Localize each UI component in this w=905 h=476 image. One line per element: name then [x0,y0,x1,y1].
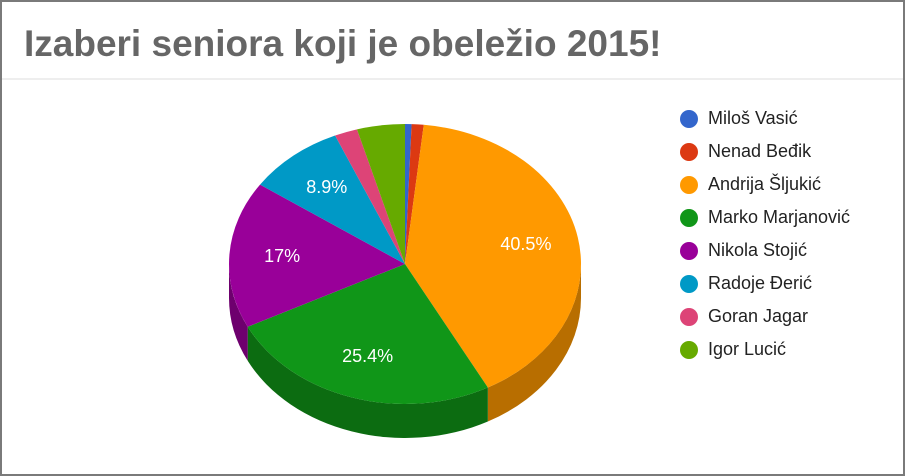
legend-swatch [680,209,698,227]
legend-swatch [680,110,698,128]
legend-label: Marko Marjanović [708,207,850,227]
legend-label: Nenad Beđik [708,141,812,161]
legend-swatch [680,341,698,359]
value-label: 25.4% [342,346,393,366]
value-label: 40.5% [500,234,551,254]
legend-swatch [680,176,698,194]
legend-label: Radoje Đerić [708,273,812,293]
legend-label: Igor Lucić [708,339,786,359]
legend-swatch [680,242,698,260]
legend-swatch [680,143,698,161]
slice-side [229,264,248,361]
slice [405,124,581,388]
legend-swatch [680,275,698,293]
slice-side [247,326,488,439]
legend-swatch [680,308,698,326]
legend-label: Miloš Vasić [708,108,798,128]
legend-label: Goran Jagar [708,306,808,326]
slice [247,264,488,405]
value-label: 17% [264,246,300,266]
slice [405,124,424,264]
legend-label: Andrija Šljukić [708,173,821,194]
slice [356,124,405,264]
chart-title: Izaberi seniora koji je obeležio 2015! [24,23,661,64]
slice [335,129,405,264]
value-label: 8.9% [306,177,347,197]
slice [229,184,405,327]
slice [405,124,412,264]
legend-label: Nikola Stojić [708,240,807,260]
slice-side [487,264,581,422]
slice [260,135,405,264]
